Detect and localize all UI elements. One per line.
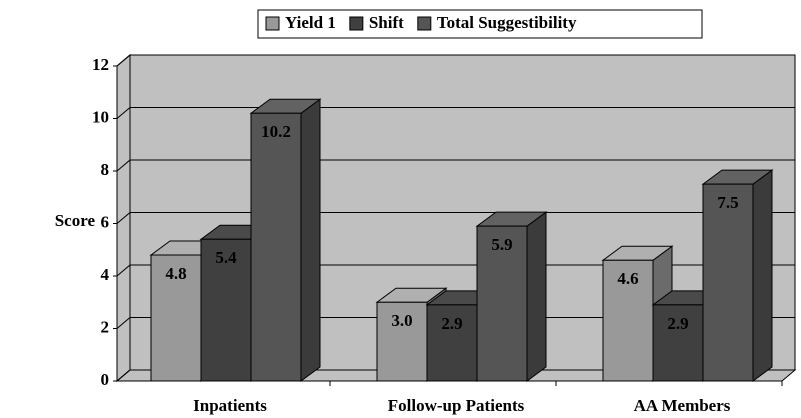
bar-side xyxy=(300,98,321,382)
x-tick-label: Inpatients xyxy=(193,396,267,415)
y-tick-label: 8 xyxy=(101,160,110,179)
grid-line xyxy=(116,107,131,119)
value-label: 5.4 xyxy=(215,248,237,267)
y-tick-label: 10 xyxy=(92,107,109,126)
y-tick-label: 4 xyxy=(101,265,110,284)
x-tick-label: AA Members xyxy=(634,396,731,415)
bar-front xyxy=(250,112,302,382)
legend-label: Total Suggestibility xyxy=(437,13,577,32)
grid-line xyxy=(116,317,131,329)
bar xyxy=(249,98,322,382)
value-label: 4.6 xyxy=(617,269,638,288)
grid-line xyxy=(116,212,131,224)
legend: Yield 1 Shift Total Suggestibility xyxy=(257,9,703,39)
bar-front xyxy=(426,304,478,382)
bar xyxy=(475,211,548,382)
bar-front xyxy=(702,183,754,382)
bar-side xyxy=(526,211,547,382)
value-label: 3.0 xyxy=(391,311,412,330)
legend-box xyxy=(257,9,703,39)
value-label: 4.8 xyxy=(165,264,186,283)
grid-line xyxy=(116,159,131,172)
value-label: 2.9 xyxy=(441,314,462,333)
y-tick-label: 6 xyxy=(101,212,110,231)
bar-side xyxy=(752,169,773,382)
value-label: 7.5 xyxy=(717,193,738,212)
grid-line xyxy=(116,54,131,67)
legend-label: Shift xyxy=(369,13,404,32)
legend-swatch xyxy=(417,16,432,31)
legend-swatch xyxy=(349,16,364,31)
grid-line xyxy=(116,369,131,382)
legend-label: Yield 1 xyxy=(285,13,336,32)
bar-front xyxy=(376,301,428,382)
bar-front xyxy=(652,304,704,382)
bar-front xyxy=(476,225,528,382)
y-tick-label: 0 xyxy=(101,370,110,389)
value-label: 10.2 xyxy=(261,122,291,141)
y-tick-label: 12 xyxy=(92,55,109,74)
bar-front xyxy=(602,259,654,382)
bar xyxy=(701,169,774,382)
x-tick-label: Follow-up Patients xyxy=(388,396,525,415)
legend-swatch xyxy=(265,16,280,31)
y-axis-label: Score xyxy=(55,211,96,230)
value-label: 2.9 xyxy=(667,314,688,333)
y-tick-label: 2 xyxy=(101,317,110,336)
grid-line xyxy=(116,264,131,277)
value-label: 5.9 xyxy=(491,235,512,254)
